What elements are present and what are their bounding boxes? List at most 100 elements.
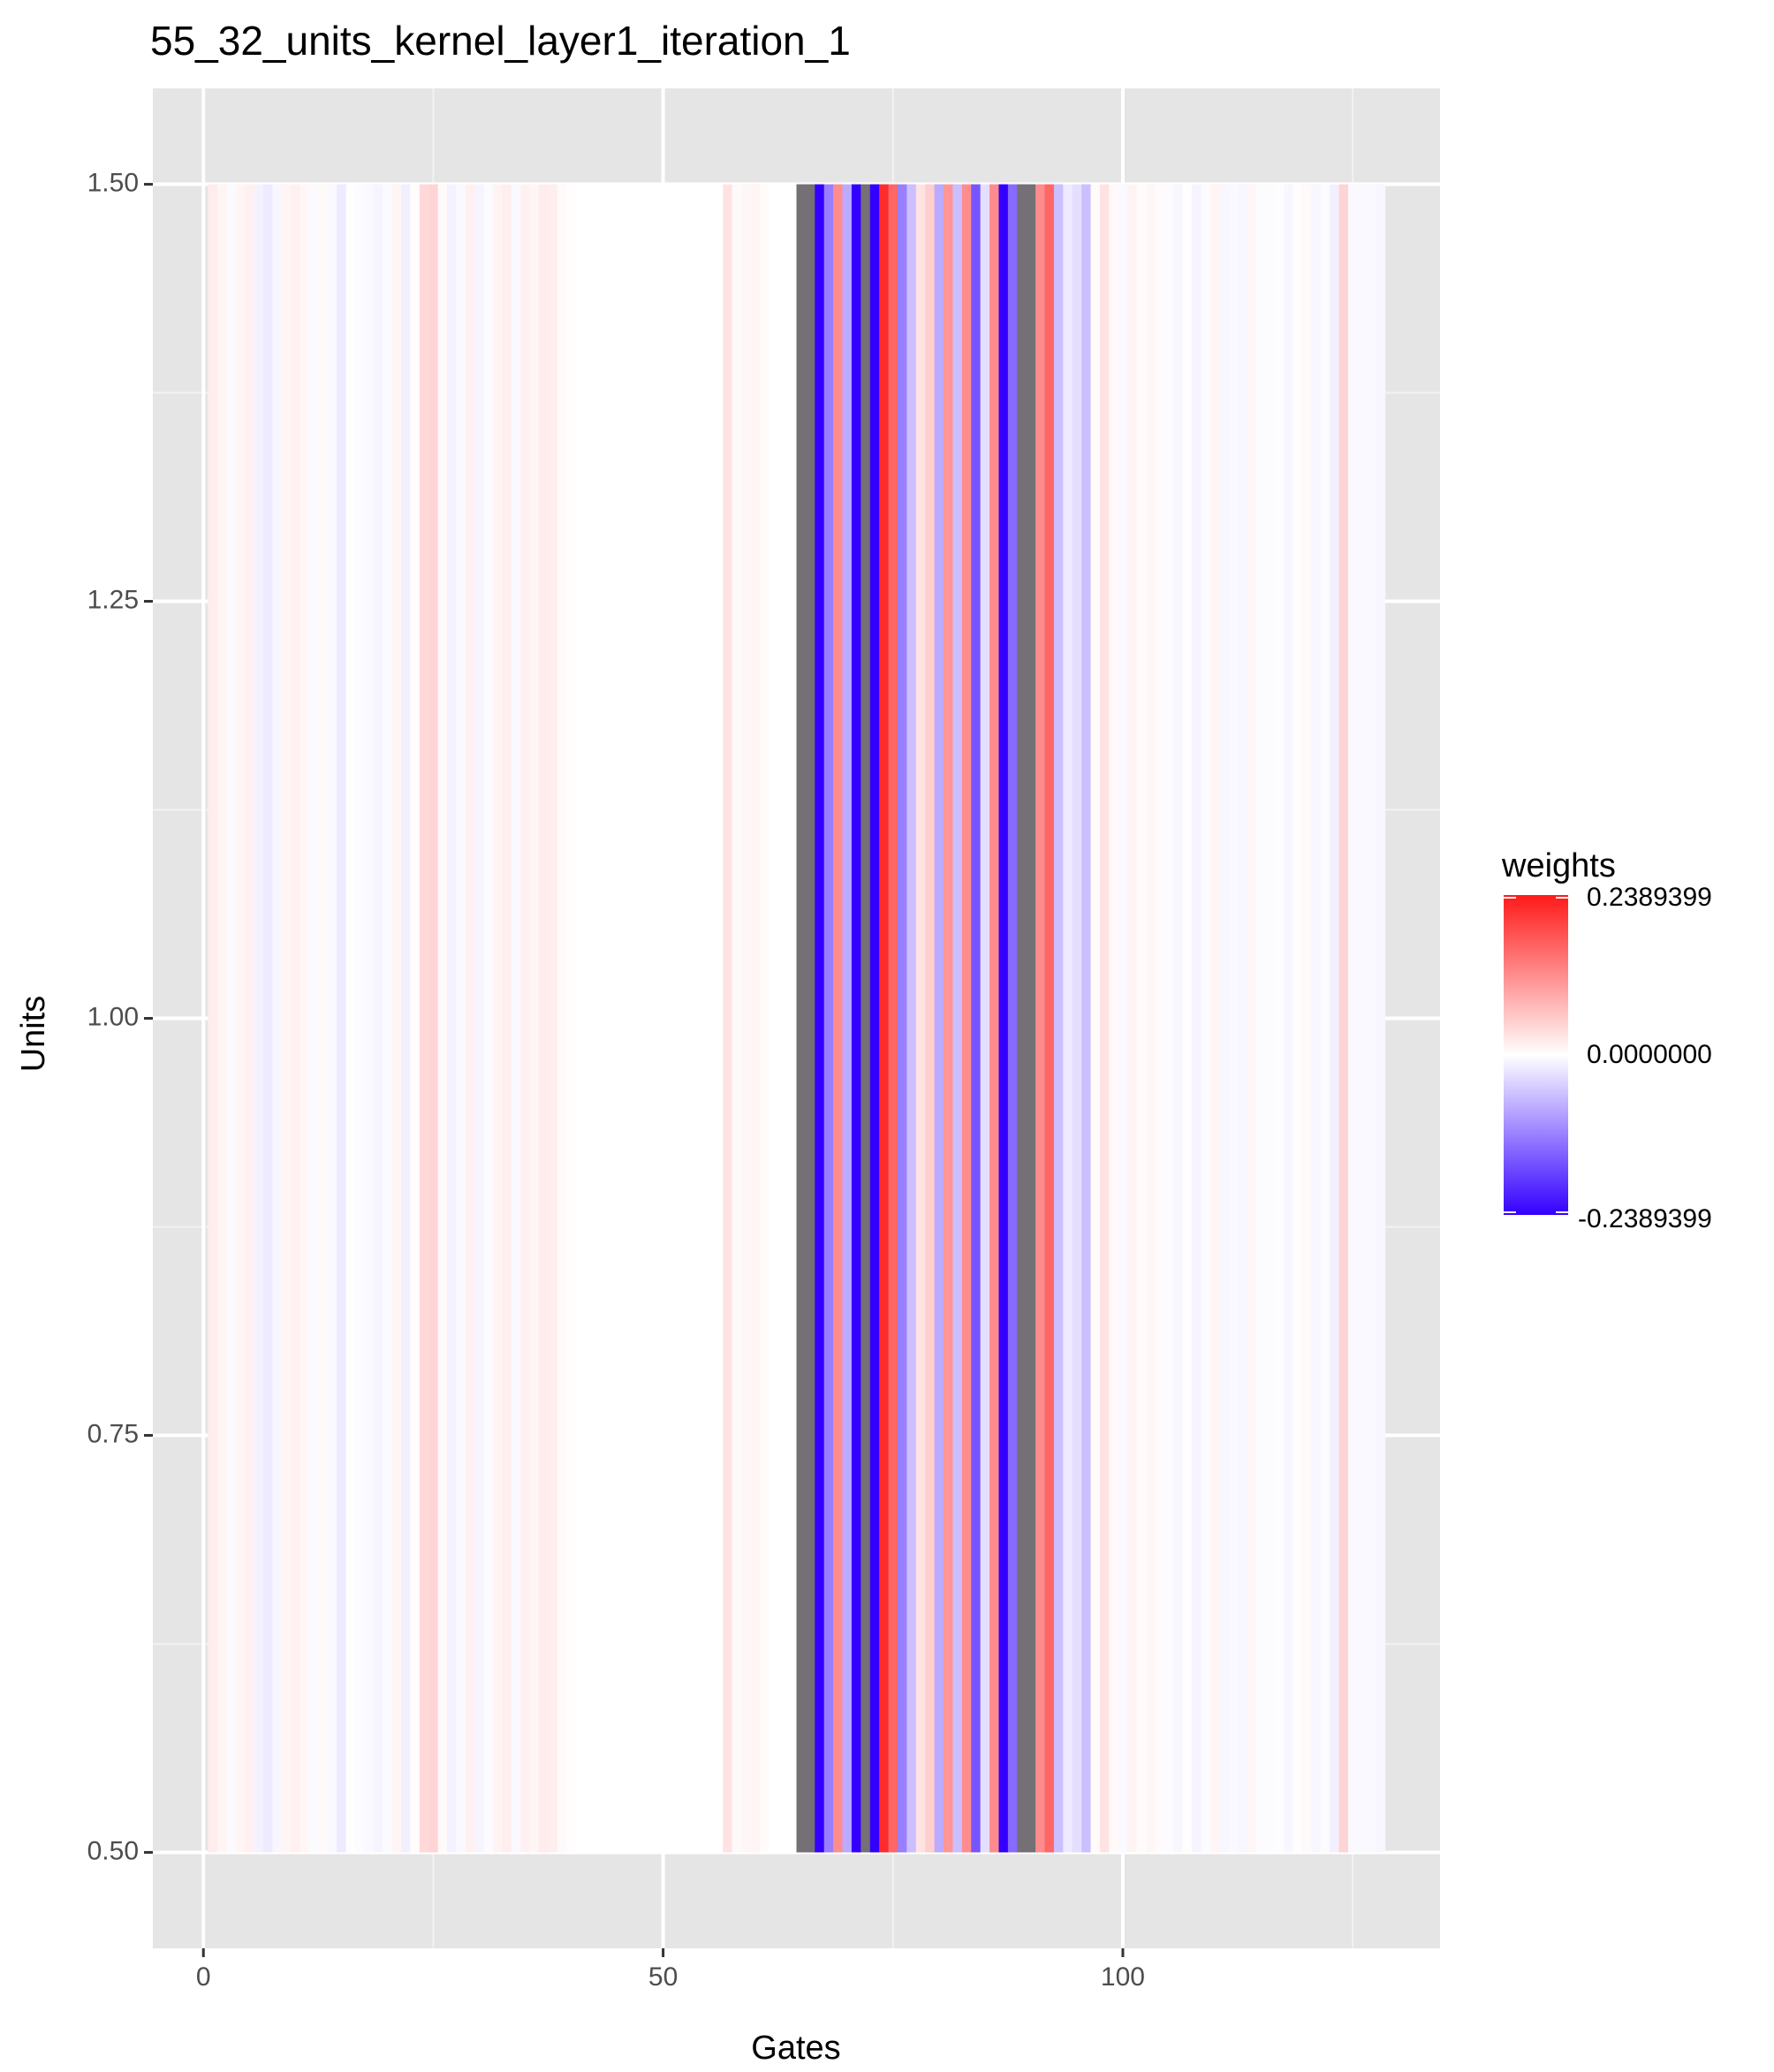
heatmap-tile-15 [337,184,347,1853]
heatmap-tile-118 [1284,184,1294,1853]
heatmap-tile-29 [465,184,475,1853]
heatmap-tile-47 [631,184,641,1853]
heatmap-tile-63 [777,184,788,1853]
heatmap-tile-103 [1145,184,1156,1853]
heatmap-tile-75 [888,184,898,1853]
heatmap-tile-38 [548,184,558,1853]
heatmap-tile-128 [1376,184,1386,1853]
heatmap-tile-80 [934,184,944,1853]
heatmap-tile-100 [1118,184,1128,1853]
heatmap-tile-110 [1209,184,1220,1853]
heatmap-tile-51 [667,184,678,1853]
heatmap-tile-40 [566,184,577,1853]
heatmap-tile-105 [1164,184,1174,1853]
heatmap-tile-37 [539,184,550,1853]
heatmap-tile-46 [621,184,632,1853]
legend-label-mid: 0.0000000 [1587,1040,1712,1069]
heatmap-tile-11 [299,184,310,1853]
heatmap-tile-113 [1238,184,1248,1853]
heatmap-tile-9 [281,184,292,1853]
heatmap-tile-66 [805,184,815,1853]
heatmap-tile-53 [686,184,696,1853]
heatmap-tile-48 [640,184,650,1853]
heatmap-tile-73 [869,184,880,1853]
heatmap-tile-60 [750,184,761,1853]
heatmap-tile-10 [291,184,301,1853]
heatmap-tile-98 [1099,184,1110,1853]
heatmap-tile-26 [437,184,448,1853]
heatmap-tile-85 [980,184,990,1853]
heatmap-tile-115 [1255,184,1266,1853]
heatmap-tile-20 [383,184,393,1853]
heatmap-tile-112 [1228,184,1239,1853]
heatmap-tile-79 [925,184,936,1853]
legend-title: weights [1501,847,1616,884]
heatmap-tile-92 [1044,184,1055,1853]
heatmap-tile-5 [245,184,255,1853]
heatmap-tile-44 [603,184,613,1853]
heatmap-tile-34 [511,184,521,1853]
heatmap-tile-99 [1109,184,1119,1853]
heatmap-tile-102 [1136,184,1147,1853]
heatmap-tile-2 [216,184,227,1853]
heatmap-tiles [208,184,1386,1853]
heatmap-tile-31 [483,184,494,1853]
heatmap-tile-81 [944,184,954,1853]
heatmap-tile-42 [585,184,595,1853]
x-axis-title: Gates [751,2030,840,2067]
y-tick-label-0: 0.50 [87,1836,139,1865]
heatmap-tile-106 [1173,184,1184,1853]
y-tick-label-1: 0.75 [87,1419,139,1448]
x-tick-label-2: 100 [1101,1962,1145,1992]
heatmap-tile-126 [1357,184,1368,1853]
heatmap-tile-24 [419,184,429,1853]
heatmap-tile-77 [906,184,917,1853]
x-tick-label-1: 50 [648,1962,678,1992]
heatmap-tile-21 [391,184,402,1853]
heatmap-tile-8 [272,184,283,1853]
heatmap-tile-3 [226,184,237,1853]
heatmap-tile-32 [493,184,504,1853]
heatmap-tile-96 [1081,184,1092,1853]
y-tick-label-3: 1.25 [87,585,139,614]
heatmap-tile-6 [254,184,264,1853]
heatmap-tile-116 [1265,184,1276,1853]
heatmap-tile-23 [410,184,421,1853]
heatmap-tile-16 [345,184,356,1853]
heatmap-tile-33 [502,184,512,1853]
heatmap-tile-17 [354,184,365,1853]
heatmap-tile-127 [1366,184,1376,1853]
heatmap-tile-50 [658,184,669,1853]
legend-label-max: 0.2389399 [1587,883,1712,912]
heatmap-tile-69 [833,184,844,1853]
legend-label-min: -0.2389399 [1578,1204,1712,1233]
heatmap-tile-18 [364,184,375,1853]
heatmap-tile-84 [971,184,982,1853]
heatmap-tile-88 [1007,184,1018,1853]
heatmap-tile-123 [1330,184,1340,1853]
heatmap-tile-28 [456,184,466,1853]
heatmap-tile-54 [695,184,706,1853]
heatmap-tile-68 [823,184,834,1853]
heatmap-tile-82 [952,184,963,1853]
heatmap-tile-43 [594,184,604,1853]
heatmap-tile-19 [373,184,383,1853]
heatmap-tile-125 [1347,184,1358,1853]
heatmap-tile-89 [1017,184,1027,1853]
heatmap-tile-87 [998,184,1009,1853]
heatmap-tile-120 [1301,184,1312,1853]
heatmap-tile-7 [262,184,273,1853]
heatmap-tile-62 [769,184,779,1853]
heatmap-tile-14 [327,184,337,1853]
heatmap-tile-117 [1274,184,1285,1853]
heatmap-tile-111 [1219,184,1230,1853]
heatmap-tile-72 [860,184,871,1853]
heatmap-tile-59 [741,184,752,1853]
y-tick-label-2: 1.00 [87,1002,139,1031]
heatmap-tile-121 [1311,184,1322,1853]
heatmap-tile-65 [796,184,807,1853]
heatmap-tile-25 [428,184,439,1853]
chart-title: 55_32_units_kernel_layer1_iteration_1 [150,18,851,64]
heatmap-tile-93 [1053,184,1064,1853]
